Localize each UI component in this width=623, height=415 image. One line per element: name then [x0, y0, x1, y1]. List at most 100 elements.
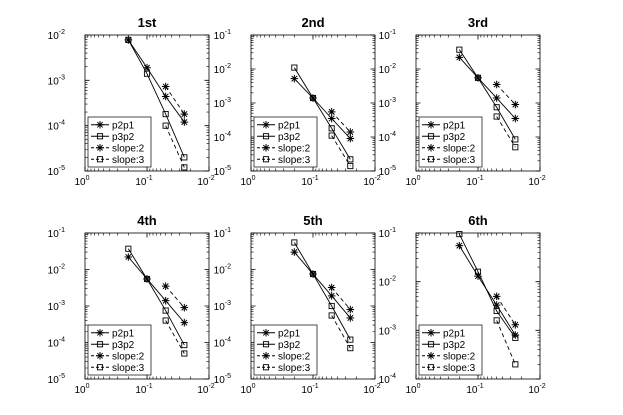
minor-ticks: [251, 233, 375, 379]
data-point-star: [511, 114, 520, 123]
legend-marker-square: [96, 341, 104, 348]
y-tick-base: 10: [214, 229, 226, 240]
series-line: [127, 256, 185, 323]
y-tick-label: 10-2: [48, 29, 65, 42]
legend-entry-label: p3p2: [278, 340, 301, 351]
y-tick-base: 10: [379, 229, 391, 240]
y-tick-base: 10: [48, 302, 60, 313]
y-tick-label: 10-4: [214, 337, 231, 350]
series-p3p2: [291, 239, 354, 343]
x-tick-label: 10-1: [466, 383, 483, 396]
data-point-square: [493, 317, 500, 324]
legend-marker-square: [262, 341, 270, 348]
data-point-star: [161, 82, 170, 91]
series-line: [458, 49, 516, 140]
y-tick-label: 10-4: [379, 131, 396, 144]
series-line: [165, 86, 185, 115]
data-point-square: [328, 125, 335, 132]
data-point-star: [327, 292, 336, 300]
y-tick-label: 10-1: [48, 227, 65, 240]
legend-marker-square: [427, 364, 435, 371]
data-point-square: [512, 334, 519, 341]
y-tick-label: 10-2: [214, 63, 231, 76]
series-p2p1: [124, 36, 189, 126]
legend-entry-label: p3p2: [112, 340, 135, 351]
data-point-star: [511, 320, 520, 329]
data-point-star: [161, 282, 170, 290]
data-point-star: [511, 100, 520, 109]
y-tick-exponent: -5: [390, 165, 396, 172]
x-tick-label: 10-1: [301, 175, 318, 188]
series-line: [331, 135, 351, 167]
x-tick-base: 10: [363, 385, 375, 396]
data-point-star: [290, 248, 299, 256]
data-point-star: [455, 53, 464, 62]
x-tick-base: 10: [135, 385, 147, 396]
data-point-square: [309, 271, 317, 278]
data-point-square: [347, 162, 354, 170]
y-tick-exponent: -1: [225, 29, 231, 36]
data-point-square: [512, 136, 519, 143]
series-p3p2: [125, 245, 188, 349]
y-tick-label: 10-3: [48, 74, 65, 87]
data-point-square: [143, 70, 151, 77]
x-tick-exponent: -1: [312, 383, 318, 390]
y-tick-label: 10-3: [48, 300, 65, 313]
legend-entry-label: slope:2: [278, 351, 311, 362]
y-tick-base: 10: [214, 375, 226, 386]
y-tick-base: 10: [214, 266, 226, 277]
y-tick-exponent: -4: [225, 337, 231, 344]
series-slope-3: [162, 122, 188, 171]
x-tick-label: 100: [240, 383, 255, 396]
x-tick-base: 10: [135, 177, 147, 188]
x-tick-base: 10: [240, 385, 252, 396]
y-tick-base: 10: [48, 375, 60, 386]
y-tick-exponent: -2: [390, 276, 396, 283]
x-tick-exponent: -2: [539, 175, 545, 182]
y-tick-label: 10-3: [379, 324, 396, 337]
legend-entry-label: slope:2: [112, 143, 145, 154]
data-point-square: [291, 64, 298, 71]
legend-entry-label: p2p1: [278, 120, 301, 131]
chart-title: 3rd: [468, 15, 488, 30]
x-tick-base: 10: [528, 177, 540, 188]
legend-marker-star: [262, 328, 270, 337]
legend-entry-label: p2p1: [443, 328, 466, 339]
y-tick-base: 10: [48, 266, 60, 277]
series-line: [294, 78, 351, 139]
y-tick-exponent: -2: [59, 264, 65, 271]
chart-title: 2nd: [301, 15, 324, 30]
series-p3p2: [125, 36, 188, 161]
data-point-star: [124, 253, 133, 261]
legend-entry-label: slope:3: [112, 155, 145, 166]
data-point-square: [493, 104, 500, 111]
y-tick-exponent: -3: [59, 74, 65, 81]
series-line: [331, 111, 351, 133]
series-slope-2: [492, 80, 520, 109]
legend-entry-label: slope:2: [443, 351, 476, 362]
y-tick-base: 10: [214, 133, 226, 144]
data-point-square: [512, 144, 519, 151]
x-tick-label: 10-1: [135, 175, 152, 188]
y-tick-base: 10: [214, 302, 226, 313]
x-tick-exponent: -1: [146, 175, 152, 182]
data-point-square: [181, 350, 188, 357]
legend-entry-label: slope:2: [278, 143, 311, 154]
series-line: [331, 315, 351, 349]
data-point-square: [143, 275, 151, 283]
chart-title: 6th: [468, 213, 488, 228]
y-tick-exponent: -2: [59, 29, 65, 36]
x-tick-base: 10: [363, 177, 375, 188]
data-point-star: [455, 241, 464, 250]
y-tick-exponent: -3: [225, 300, 231, 307]
legend-marker-square: [96, 364, 104, 371]
data-point-star: [180, 110, 189, 118]
data-point-square: [493, 113, 500, 120]
legend-entry-label: slope:3: [112, 363, 145, 374]
x-tick-label: 100: [405, 175, 420, 188]
series-line: [331, 287, 351, 310]
y-tick-exponent: -4: [390, 131, 396, 138]
